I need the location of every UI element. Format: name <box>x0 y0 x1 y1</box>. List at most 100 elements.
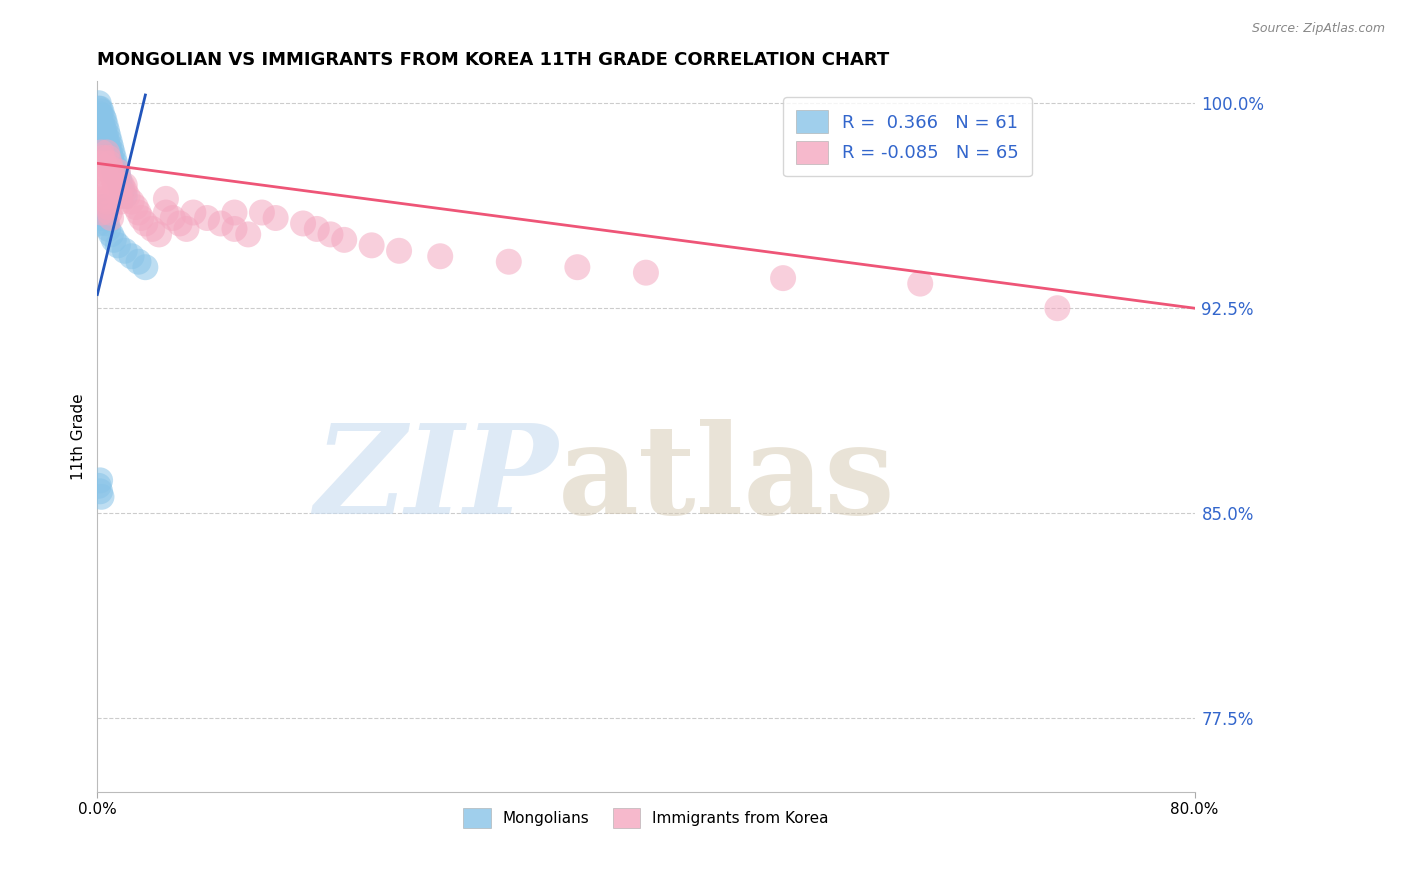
Point <box>87 110 110 124</box>
Point <box>195 211 218 225</box>
Point <box>87 156 110 170</box>
Point <box>772 271 794 285</box>
Point <box>94 118 117 132</box>
Point <box>224 205 246 219</box>
Point <box>93 192 115 206</box>
Point <box>97 222 120 236</box>
Point <box>91 200 114 214</box>
Point <box>96 145 118 160</box>
Point <box>110 194 132 209</box>
Point <box>169 217 191 231</box>
Point <box>388 244 411 258</box>
Point <box>90 490 112 504</box>
Point <box>96 145 118 160</box>
Point <box>104 167 127 181</box>
Point <box>103 151 125 165</box>
Point <box>103 173 125 187</box>
Point <box>114 184 136 198</box>
Point <box>100 140 122 154</box>
Point <box>333 233 356 247</box>
Point <box>90 104 112 119</box>
Point <box>121 194 143 209</box>
Point <box>100 227 122 242</box>
Point <box>162 211 184 225</box>
Point <box>90 145 112 160</box>
Point <box>91 110 114 124</box>
Point <box>97 140 120 154</box>
Point <box>129 211 152 225</box>
Point <box>114 189 136 203</box>
Point <box>98 156 121 170</box>
Point <box>238 227 260 242</box>
Legend: Mongolians, Immigrants from Korea: Mongolians, Immigrants from Korea <box>457 802 835 834</box>
Point <box>94 161 117 176</box>
Y-axis label: 11th Grade: 11th Grade <box>72 393 86 480</box>
Point <box>319 227 342 242</box>
Point <box>108 189 131 203</box>
Point <box>103 161 125 176</box>
Point <box>93 156 115 170</box>
Point <box>305 222 328 236</box>
Point <box>87 96 110 111</box>
Point <box>264 211 287 225</box>
Point <box>97 128 120 143</box>
Point <box>224 222 246 236</box>
Point <box>89 123 111 137</box>
Point <box>89 211 111 225</box>
Point <box>104 156 127 170</box>
Point <box>94 128 117 143</box>
Point <box>93 123 115 137</box>
Point <box>93 135 115 149</box>
Point <box>87 102 110 116</box>
Point <box>91 178 114 193</box>
Point <box>89 474 111 488</box>
Point <box>104 178 127 193</box>
Point <box>101 156 124 170</box>
Point <box>103 233 125 247</box>
Text: ZIP: ZIP <box>315 418 558 540</box>
Point <box>89 107 111 121</box>
Point <box>89 484 111 499</box>
Point <box>134 217 156 231</box>
Point <box>1046 301 1069 316</box>
Point <box>89 102 111 116</box>
Point <box>100 164 122 178</box>
Point <box>91 132 114 146</box>
Point <box>94 140 117 154</box>
Point <box>141 222 163 236</box>
Point <box>91 120 114 135</box>
Point <box>98 145 121 160</box>
Point <box>100 151 122 165</box>
Point <box>100 161 122 176</box>
Point <box>110 178 132 193</box>
Point <box>107 164 129 178</box>
Point <box>87 479 110 493</box>
Point <box>634 266 657 280</box>
Point <box>97 200 120 214</box>
Text: atlas: atlas <box>558 418 896 540</box>
Point <box>89 115 111 129</box>
Point <box>97 151 120 165</box>
Point <box>96 123 118 137</box>
Point <box>125 200 148 214</box>
Point <box>93 205 115 219</box>
Point <box>101 167 124 181</box>
Point <box>155 192 177 206</box>
Point <box>429 249 451 263</box>
Point <box>117 189 139 203</box>
Point <box>105 161 128 176</box>
Point <box>121 249 143 263</box>
Point <box>101 145 124 160</box>
Point <box>94 189 117 203</box>
Point <box>128 205 150 219</box>
Point <box>114 244 136 258</box>
Point <box>567 260 589 275</box>
Point <box>111 178 134 193</box>
Point <box>292 217 315 231</box>
Point <box>90 115 112 129</box>
Point <box>90 126 112 140</box>
Point <box>908 277 931 291</box>
Point <box>87 205 110 219</box>
Point <box>89 164 111 178</box>
Point <box>183 205 205 219</box>
